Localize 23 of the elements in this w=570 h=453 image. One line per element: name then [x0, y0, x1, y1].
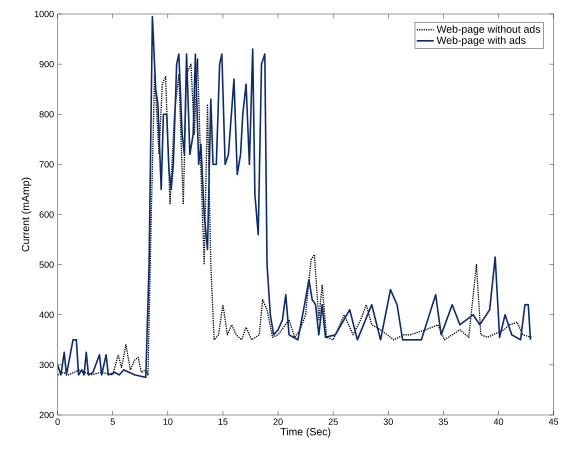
x-tick-label: 30: [384, 418, 393, 425]
x-tick-label: 0: [55, 418, 60, 425]
x-tick-label: 35: [438, 418, 448, 425]
x-tick-label: 45: [548, 418, 558, 425]
x-tick-label: 20: [274, 418, 283, 425]
x-axis-title: Time (Sec): [280, 428, 330, 438]
x-tick-label: 10: [164, 418, 172, 425]
y-tick-label: 500: [39, 261, 54, 268]
y-tick-label: 900: [40, 60, 54, 68]
y-tick-label: 700: [40, 161, 54, 168]
x-tick-label: 15: [218, 418, 228, 425]
x-tick-label: 25: [328, 418, 338, 425]
legend-label: Web-page with ads: [436, 36, 526, 46]
y-tick-label: 300: [39, 362, 54, 368]
x-tick-label: 5: [110, 418, 115, 425]
y-tick-label: 800: [40, 111, 54, 118]
y-axis-title: Current (mAmp): [22, 178, 32, 252]
y-tick-label: 400: [39, 312, 54, 318]
x-tick-label: 40: [494, 418, 504, 425]
y-tick-label: 600: [40, 211, 54, 218]
y-tick-label: 1000: [34, 10, 54, 18]
legend-label: Web-page without ads: [436, 25, 540, 35]
y-tick-label: 200: [40, 412, 54, 418]
